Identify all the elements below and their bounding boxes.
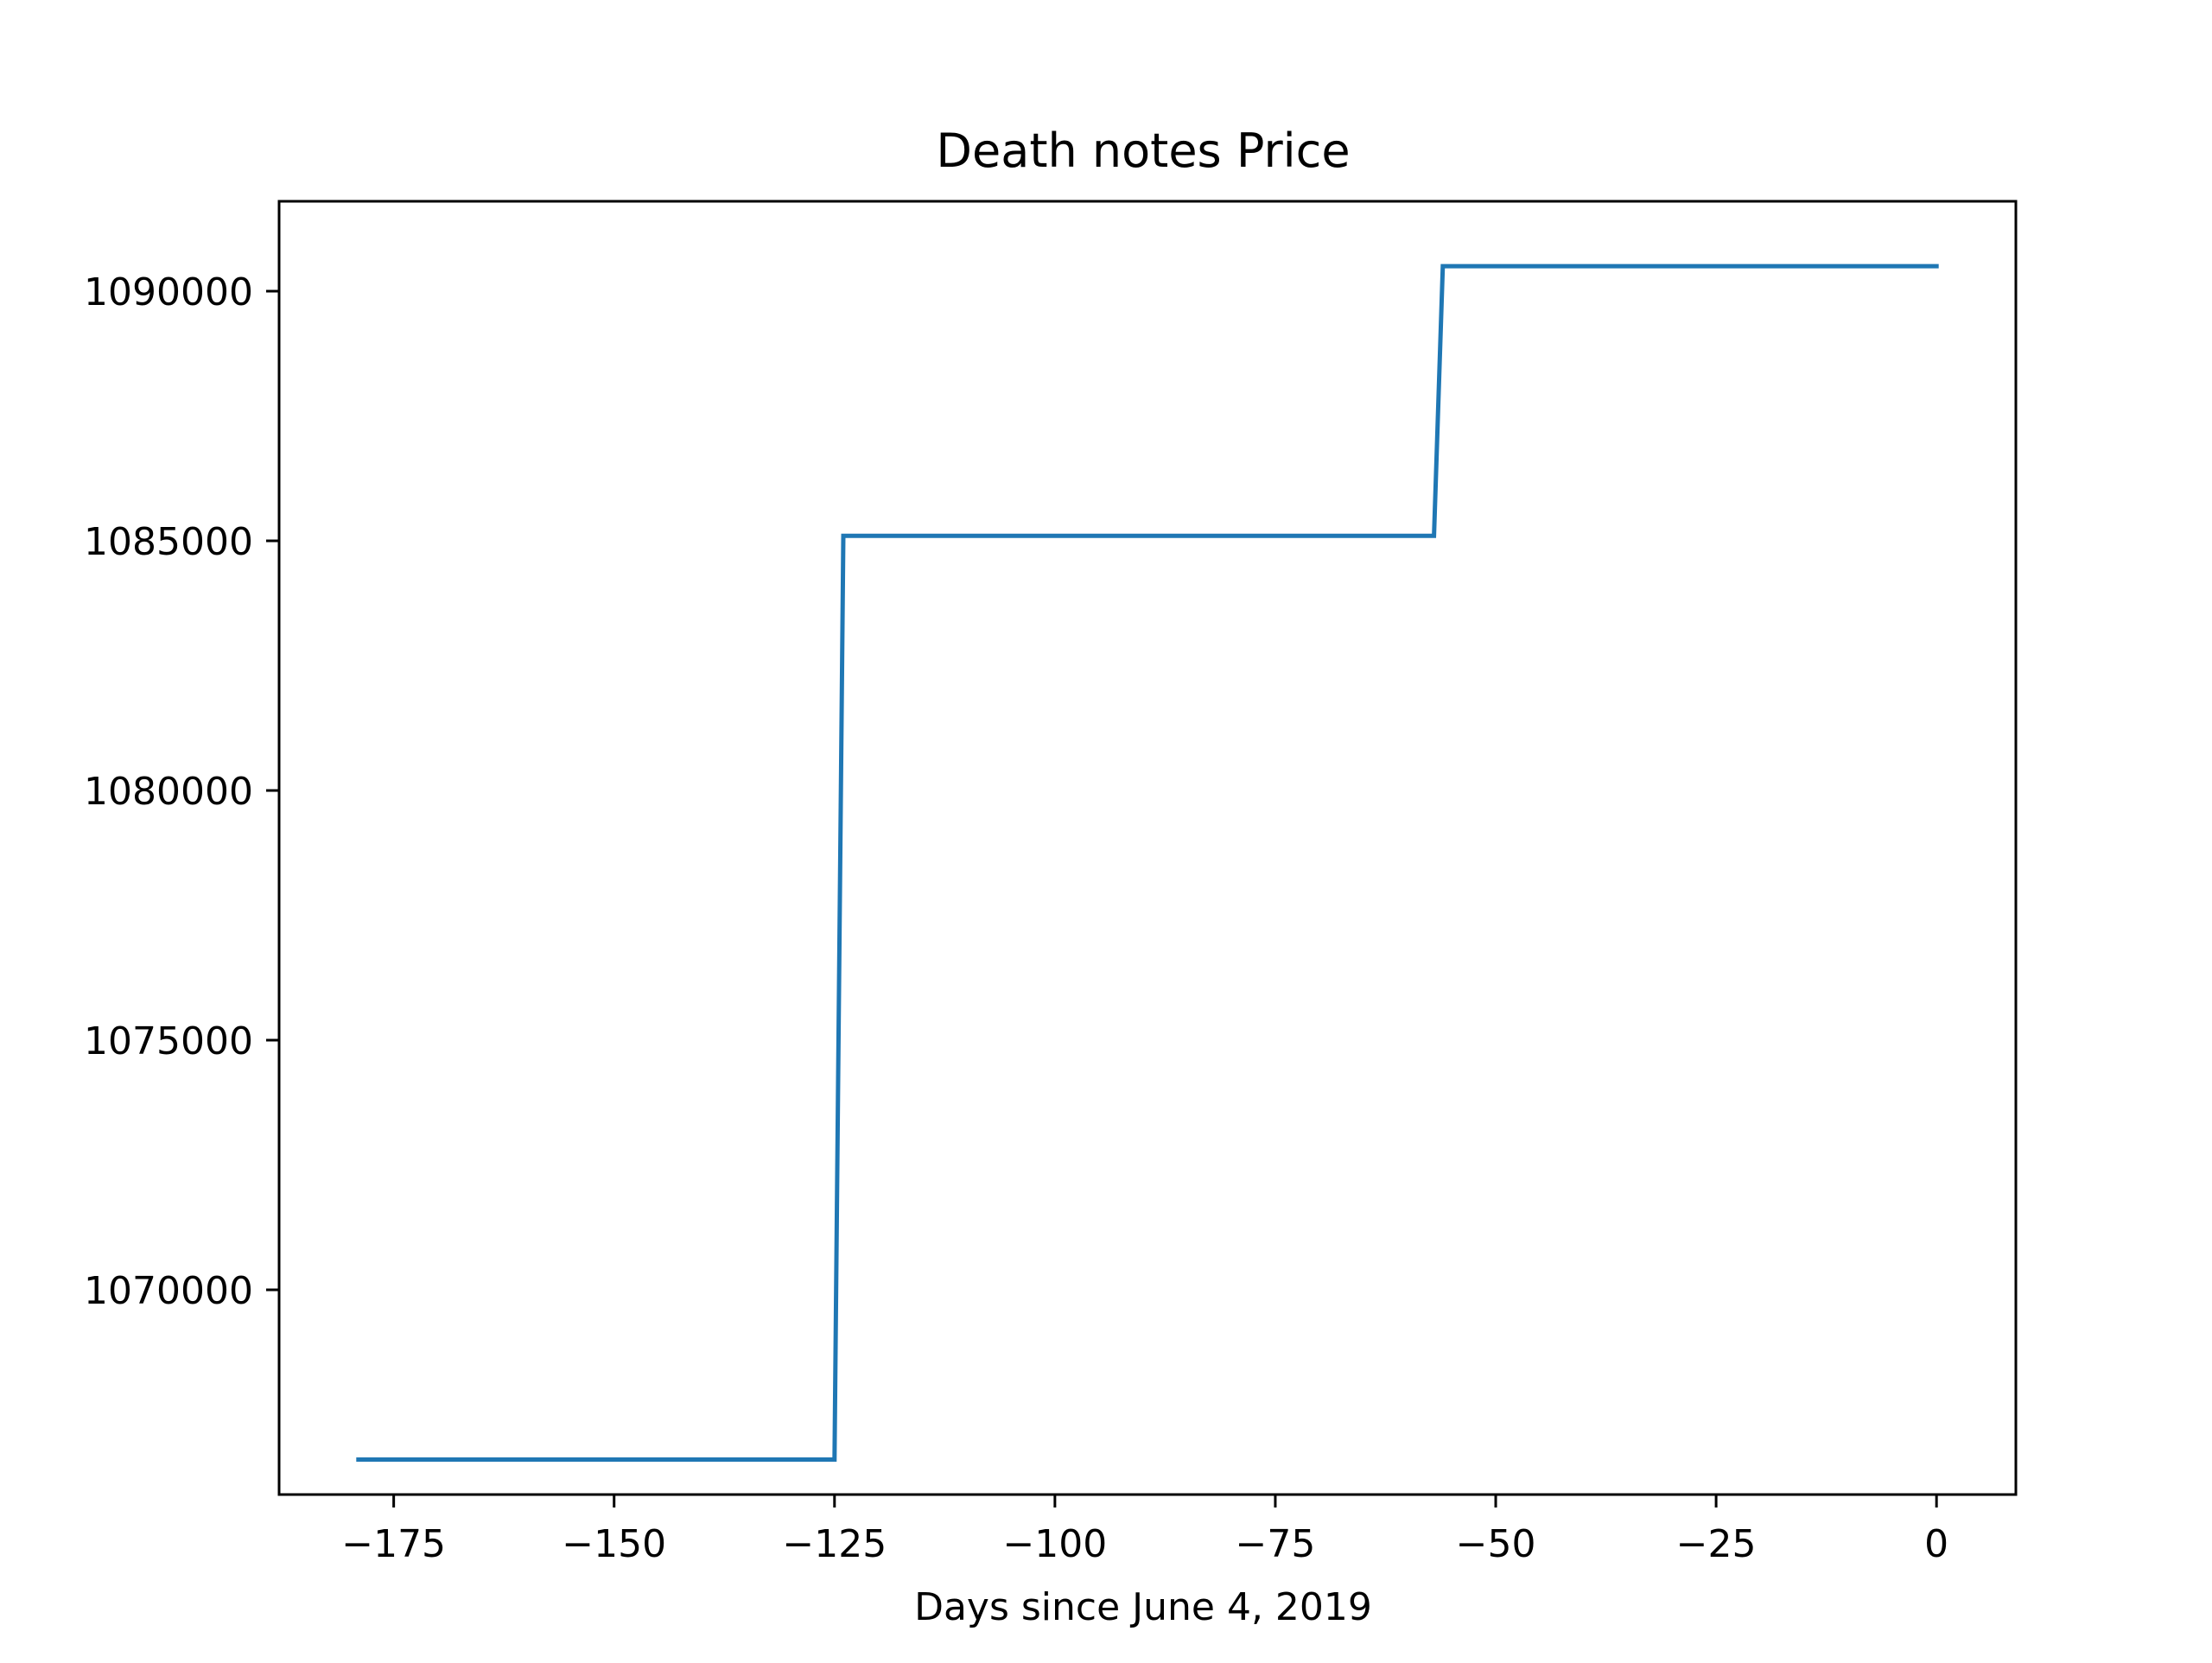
x-tick-label: −175 (341, 1522, 446, 1566)
x-tick-label: −100 (1002, 1522, 1107, 1566)
y-tick-label: 1070000 (84, 1269, 253, 1313)
x-tick-label: −125 (782, 1522, 887, 1566)
x-tick-label: −25 (1676, 1522, 1757, 1566)
x-axis-label: Days since June 4, 2019 (914, 1585, 1372, 1629)
x-axis: −175 −150 −125 −100 −75 −50 −25 0 (341, 1495, 1948, 1566)
y-tick-label: 1090000 (84, 270, 253, 314)
series-layer (356, 263, 1939, 1462)
y-tick-label: 1075000 (84, 1019, 253, 1063)
y-axis: 1070000 1075000 1080000 1085000 1090000 (84, 270, 279, 1313)
x-tick-label: −75 (1236, 1522, 1316, 1566)
y-tick-label: 1080000 (84, 770, 253, 814)
x-tick-label: −50 (1456, 1522, 1536, 1566)
plot-frame (277, 200, 2018, 1496)
y-tick-label: 1085000 (84, 520, 253, 564)
x-tick-label: −150 (562, 1522, 666, 1566)
chart-title: Death notes Price (936, 124, 1350, 178)
series-line-0 (356, 263, 1939, 1462)
x-tick-label: 0 (1924, 1522, 1948, 1566)
